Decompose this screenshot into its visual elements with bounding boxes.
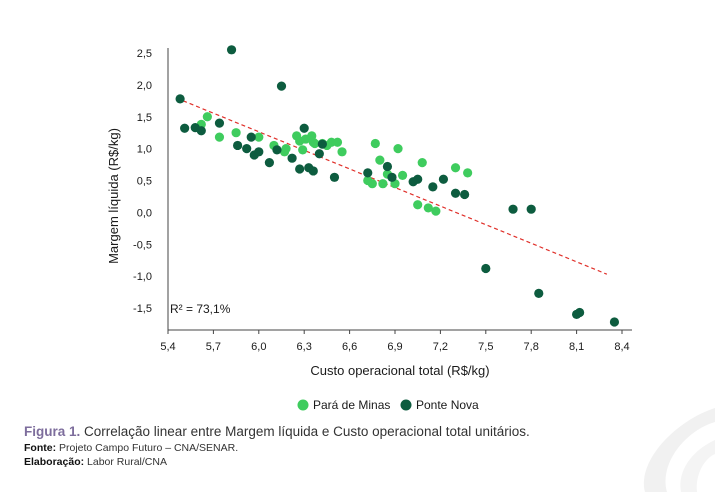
data-point-para-de-minas: [281, 144, 291, 154]
data-point-ponte-nova: [438, 174, 449, 184]
y-tick-label: -1,5: [133, 303, 152, 315]
x-tick-label: 7,2: [433, 341, 448, 353]
data-point-ponte-nova: [226, 45, 237, 55]
data-point-ponte-nova: [508, 204, 518, 214]
x-tick-label: 6,3: [297, 341, 312, 353]
x-tick-label: 5,4: [160, 341, 175, 353]
trendline: [182, 100, 608, 275]
credit-line: Elaboração: Labor Rural/CNA: [24, 456, 167, 469]
credit-text: Labor Rural/CNA: [84, 456, 167, 468]
x-axis-title: Custo operacional total (R$/kg): [310, 363, 489, 378]
data-point-para-de-minas: [397, 170, 408, 180]
data-point-ponte-nova: [180, 123, 190, 133]
data-point-ponte-nova: [308, 166, 318, 176]
data-point-para-de-minas: [417, 158, 427, 168]
data-point-para-de-minas: [231, 128, 241, 138]
data-point-ponte-nova: [460, 189, 470, 200]
data-point-para-de-minas: [393, 144, 403, 154]
data-point-para-de-minas: [463, 168, 473, 178]
figure-label: Figura 1.: [24, 424, 81, 439]
data-point-ponte-nova: [214, 118, 225, 128]
data-point-ponte-nova: [295, 164, 305, 174]
data-point-para-de-minas: [450, 163, 461, 173]
data-point-para-de-minas: [367, 179, 377, 189]
data-point-ponte-nova: [413, 174, 423, 184]
data-point-ponte-nova: [609, 317, 620, 327]
data-point-para-de-minas: [378, 179, 388, 189]
y-tick-label: 0,0: [137, 207, 152, 219]
x-tick-group: 5,4 5,7 6,0 6,3 6,6 6,9 7,2 7,5 7,8 8,1 8,4: [160, 330, 630, 353]
data-point-ponte-nova: [534, 288, 544, 298]
legend-label-para-de-minas: Pará de Minas: [313, 398, 390, 412]
data-point-para-de-minas: [413, 200, 423, 210]
data-point-ponte-nova: [575, 307, 585, 318]
y-tick-group: 2,5 2,0 1,5 1,0 0,5 0,0 -0,5 -1,0 -1,5: [133, 48, 152, 315]
data-point-para-de-minas: [423, 203, 433, 213]
data-point-para-de-minas: [375, 155, 385, 165]
y-tick-label: -0,5: [133, 239, 152, 251]
plot-area: 5,4 5,7 6,0 6,3 6,6 6,9 7,2 7,5 7,8 8,1 8,4 2,5 2,0…: [133, 45, 632, 353]
leaf-watermark-icon: [643, 408, 715, 492]
y-tick-label: 0,5: [137, 176, 152, 188]
x-tick-label: 8,1: [569, 341, 584, 353]
data-points: [175, 45, 620, 327]
data-point-para-de-minas: [298, 145, 308, 155]
source-label: Fonte:: [24, 442, 57, 454]
x-tick-label: 8,4: [614, 341, 629, 353]
data-point-ponte-nova: [526, 204, 536, 214]
data-point-para-de-minas: [332, 137, 343, 147]
data-point-para-de-minas: [254, 132, 264, 142]
data-point-ponte-nova: [329, 172, 340, 182]
data-point-para-de-minas: [370, 138, 380, 149]
data-point-ponte-nova: [254, 147, 264, 157]
x-tick-label: 6,6: [342, 341, 357, 353]
scatter-chart: 5,4 5,7 6,0 6,3 6,6 6,9 7,2 7,5 7,8 8,1 8,4 2,5 2,0…: [106, 45, 632, 412]
legend-label-ponte-nova: Ponte Nova: [416, 398, 479, 412]
y-tick-label: 1,5: [137, 112, 152, 124]
legend-swatch-ponte-nova: [400, 399, 412, 411]
figure-caption: Figura 1. Correlação linear entre Margem…: [24, 424, 704, 440]
data-point-ponte-nova: [428, 182, 438, 192]
data-point-ponte-nova: [382, 161, 393, 172]
data-point-ponte-nova: [272, 145, 282, 155]
data-point-ponte-nova: [175, 94, 185, 104]
x-tick-label: 7,5: [478, 341, 493, 353]
y-tick-label: -1,0: [133, 271, 152, 283]
y-tick-label: 1,0: [137, 144, 152, 156]
r-squared-annotation: R² = 73,1%: [170, 302, 231, 316]
credit-label: Elaboração:: [24, 456, 85, 468]
y-axis-title: Margem líquida (R$/kg): [106, 128, 121, 264]
data-point-para-de-minas: [337, 147, 347, 157]
source-text: Projeto Campo Futuro – CNA/SENAR.: [56, 442, 239, 454]
data-point-ponte-nova: [481, 263, 491, 274]
data-point-ponte-nova: [196, 126, 206, 136]
source-line: Fonte: Projeto Campo Futuro – CNA/SENAR.: [24, 442, 238, 455]
data-point-ponte-nova: [242, 144, 252, 154]
data-point-ponte-nova: [363, 168, 373, 178]
data-point-para-de-minas: [431, 206, 441, 216]
data-point-ponte-nova: [299, 123, 309, 133]
x-tick-label: 5,7: [206, 341, 221, 353]
data-point-ponte-nova: [387, 172, 397, 182]
legend: Pará de Minas Ponte Nova: [297, 398, 479, 412]
legend-swatch-para-de-minas: [297, 399, 309, 411]
data-point-ponte-nova: [317, 139, 327, 149]
x-tick-label: 6,0: [251, 341, 266, 353]
data-point-para-de-minas: [202, 112, 212, 122]
data-point-ponte-nova: [233, 140, 243, 151]
data-point-ponte-nova: [276, 81, 287, 91]
data-point-ponte-nova: [264, 158, 274, 168]
y-tick-label: 2,5: [137, 48, 152, 60]
data-point-para-de-minas: [214, 132, 225, 142]
y-tick-label: 2,0: [137, 80, 152, 92]
x-tick-label: 6,9: [387, 341, 402, 353]
data-point-ponte-nova: [314, 149, 324, 159]
data-point-ponte-nova: [450, 188, 461, 198]
data-point-para-de-minas: [310, 138, 320, 149]
data-point-ponte-nova: [287, 153, 297, 163]
x-tick-label: 7,8: [524, 341, 539, 353]
data-point-ponte-nova: [246, 132, 256, 142]
figure-caption-text: Correlação linear entre Margem líquida e…: [80, 424, 530, 439]
